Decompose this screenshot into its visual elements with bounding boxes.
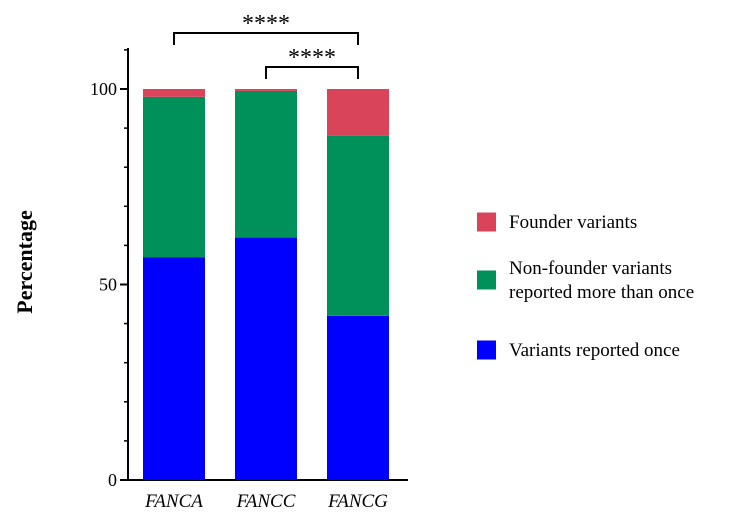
significance-label: **** — [242, 11, 290, 37]
axes: 0 50 100 Percentage FANCA FANCC FANCG — [12, 48, 408, 512]
y-tick-label: 0 — [108, 470, 117, 490]
bar-fanca-non-founder-variants-reported-more-than-once — [143, 96, 205, 258]
bar-fancc-founder-variants — [235, 89, 297, 91]
legend: Founder variants Non-founder variants repo… — [477, 212, 694, 361]
bar-fancg-non-founder-variants-reported-more-than-once — [327, 135, 389, 316]
legend-swatch-non-founder-variants-reported-more-than-once — [477, 270, 496, 290]
y-tick-label: 100 — [90, 79, 117, 99]
legend-label-non-founder-variants-reported-more-than-once: Non-founder variants — [509, 258, 672, 279]
bar-fanca-variants-reported-once — [143, 257, 205, 480]
legend-label-non-founder-variants-reported-more-than-once: reported more than once — [509, 282, 694, 303]
significance-label: **** — [288, 45, 336, 71]
y-tick-label: 50 — [99, 275, 117, 295]
bar-fancc-variants-reported-once — [235, 237, 297, 480]
x-tick-label: FANCG — [327, 491, 388, 512]
significance-bracket — [173, 32, 359, 45]
bar-fancg-variants-reported-once — [327, 315, 389, 480]
bar-fancg-founder-variants — [327, 89, 389, 136]
significance-brackets: **** **** — [173, 11, 359, 79]
bar-fancc-non-founder-variants-reported-more-than-once — [235, 90, 297, 238]
bars — [143, 89, 389, 480]
legend-label-founder-variants: Founder variants — [509, 212, 637, 233]
bar-fanca-founder-variants — [143, 89, 205, 97]
legend-label-variants-reported-once: Variants reported once — [509, 340, 680, 361]
legend-swatch-variants-reported-once — [477, 340, 496, 360]
x-tick-label: FANCC — [236, 491, 296, 512]
significance-bracket — [265, 66, 359, 79]
x-tick-label: FANCA — [144, 491, 203, 512]
legend-swatch-founder-variants — [477, 212, 496, 232]
y-axis-label: Percentage — [12, 210, 37, 314]
